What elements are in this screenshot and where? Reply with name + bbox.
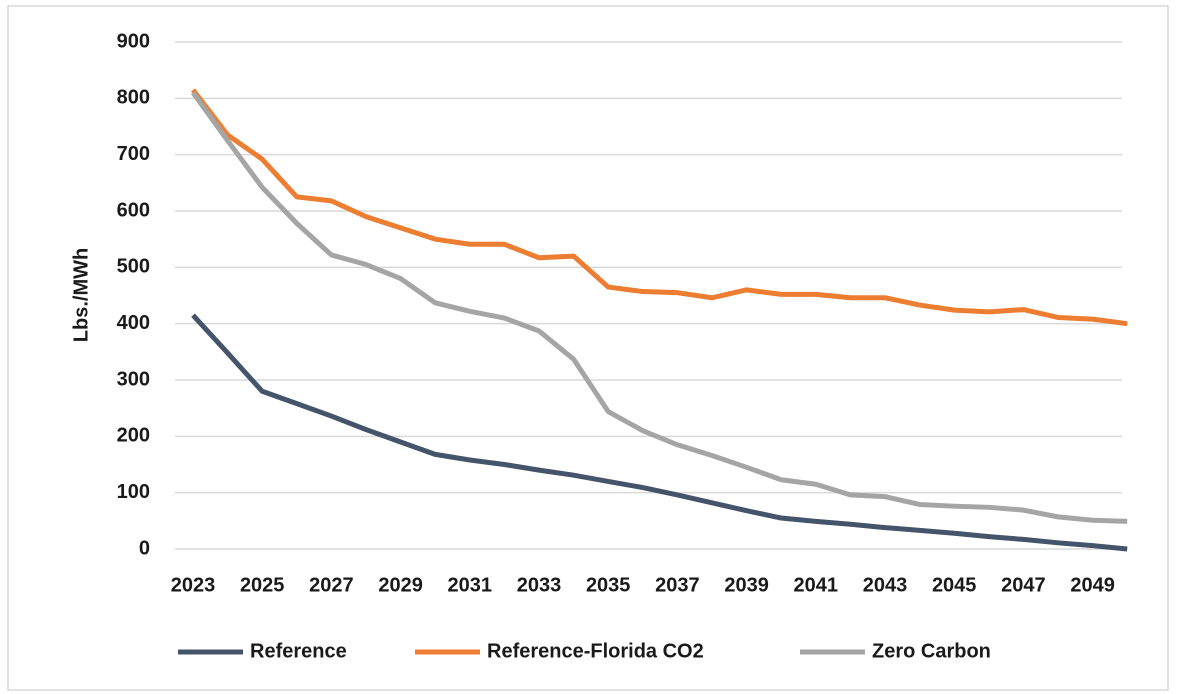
y-tick-label: 300 — [117, 368, 150, 390]
y-tick-label: 900 — [117, 30, 150, 52]
x-tick-label: 2049 — [1070, 574, 1115, 596]
y-tick-label: 600 — [117, 199, 150, 221]
y-tick-label: 400 — [117, 312, 150, 334]
x-tick-label: 2029 — [378, 574, 423, 596]
legend-label: Reference-Florida CO2 — [487, 640, 704, 662]
line-series — [191, 313, 1128, 552]
x-tick-label: 2035 — [586, 574, 631, 596]
x-tick-label: 2045 — [932, 574, 977, 596]
x-tick-label: 2027 — [309, 574, 354, 596]
chart-border — [7, 5, 1169, 691]
legend-label: Reference — [250, 640, 347, 662]
y-tick-label: 200 — [117, 425, 150, 447]
x-tick-label: 2039 — [724, 574, 769, 596]
x-tick-label: 2041 — [794, 574, 839, 596]
x-tick-label: 2025 — [240, 574, 285, 596]
y-tick-label: 0 — [139, 537, 150, 559]
line-series — [190, 91, 1128, 524]
x-tick-label: 2043 — [863, 574, 908, 596]
y-tick-label: 500 — [117, 256, 150, 278]
x-tick-label: 2031 — [448, 574, 493, 596]
y-tick-label: 700 — [117, 143, 150, 165]
y-axis-label: Lbs./MWh — [70, 248, 92, 342]
legend-label: Zero Carbon — [872, 640, 991, 662]
y-tick-label: 100 — [117, 481, 150, 503]
x-tick-label: 2033 — [517, 574, 562, 596]
x-tick-label: 2023 — [171, 574, 216, 596]
x-tick-label: 2047 — [1001, 574, 1046, 596]
line-series — [191, 88, 1128, 327]
x-tick-label: 2037 — [655, 574, 700, 596]
y-tick-label: 800 — [117, 87, 150, 109]
